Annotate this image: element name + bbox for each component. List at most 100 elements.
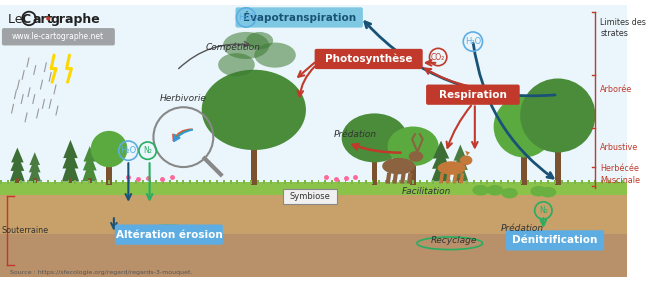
Bar bbox=[243, 180, 245, 184]
Bar bbox=[473, 180, 475, 184]
Ellipse shape bbox=[540, 187, 556, 197]
Bar bbox=[263, 180, 265, 184]
Ellipse shape bbox=[520, 78, 595, 153]
Bar bbox=[372, 180, 374, 184]
Bar bbox=[284, 180, 285, 184]
Bar bbox=[0, 180, 2, 184]
Bar bbox=[567, 180, 569, 184]
Text: H₂O: H₂O bbox=[120, 146, 136, 155]
Text: Source : https://sfecologie.org/regard/regards-3-mouquet.: Source : https://sfecologie.org/regard/r… bbox=[10, 270, 192, 275]
Bar bbox=[88, 178, 92, 184]
Bar bbox=[196, 180, 198, 184]
Bar bbox=[16, 178, 20, 184]
Text: Limites des
strates: Limites des strates bbox=[601, 18, 646, 38]
Bar bbox=[14, 180, 16, 184]
Bar bbox=[203, 180, 205, 184]
Bar bbox=[561, 180, 563, 184]
Bar bbox=[6, 180, 8, 184]
Bar bbox=[0, 5, 627, 188]
Text: Compétition: Compétition bbox=[205, 43, 261, 52]
Text: graphe: graphe bbox=[50, 13, 100, 26]
Bar bbox=[20, 180, 22, 184]
Bar bbox=[406, 180, 408, 184]
Polygon shape bbox=[29, 152, 40, 165]
FancyBboxPatch shape bbox=[315, 49, 422, 69]
FancyBboxPatch shape bbox=[115, 224, 223, 245]
Circle shape bbox=[46, 16, 51, 21]
Polygon shape bbox=[29, 163, 41, 182]
Text: C: C bbox=[21, 13, 31, 26]
Bar bbox=[106, 165, 112, 185]
Bar bbox=[365, 180, 367, 184]
Text: Dénitrification: Dénitrification bbox=[512, 235, 597, 245]
Bar bbox=[521, 153, 527, 185]
Bar bbox=[0, 234, 627, 277]
Bar bbox=[588, 180, 590, 184]
Bar bbox=[439, 180, 441, 184]
Text: Prédation: Prédation bbox=[334, 130, 377, 139]
Polygon shape bbox=[433, 141, 449, 158]
Text: Le: Le bbox=[8, 13, 26, 26]
Bar bbox=[520, 180, 522, 184]
Bar bbox=[621, 180, 623, 184]
Text: www.le-cartographe.net: www.le-cartographe.net bbox=[12, 32, 104, 41]
Bar bbox=[183, 180, 185, 184]
Ellipse shape bbox=[409, 151, 423, 162]
Text: N₂: N₂ bbox=[143, 146, 152, 155]
Bar bbox=[169, 180, 171, 184]
Text: Évapotranspiration: Évapotranspiration bbox=[242, 12, 356, 23]
Bar bbox=[81, 180, 83, 184]
FancyBboxPatch shape bbox=[2, 28, 115, 45]
Bar bbox=[40, 180, 42, 184]
Ellipse shape bbox=[437, 161, 465, 175]
Polygon shape bbox=[62, 148, 79, 169]
Bar bbox=[439, 178, 443, 184]
Bar bbox=[61, 180, 63, 184]
Ellipse shape bbox=[254, 43, 296, 68]
Bar bbox=[540, 180, 542, 184]
FancyBboxPatch shape bbox=[235, 7, 363, 28]
Text: Recyclage: Recyclage bbox=[430, 236, 477, 245]
Bar bbox=[297, 180, 299, 184]
Bar bbox=[250, 180, 252, 184]
Bar bbox=[506, 180, 508, 184]
Polygon shape bbox=[432, 148, 450, 169]
Text: N₂: N₂ bbox=[539, 206, 548, 215]
Bar bbox=[500, 180, 502, 184]
Text: Herbivorie: Herbivorie bbox=[160, 94, 207, 103]
Bar bbox=[317, 180, 319, 184]
Bar bbox=[460, 180, 461, 184]
Bar bbox=[426, 180, 428, 184]
Bar bbox=[176, 180, 177, 184]
Bar bbox=[209, 180, 211, 184]
Bar bbox=[122, 180, 124, 184]
Bar bbox=[229, 180, 231, 184]
Bar bbox=[324, 180, 326, 184]
Bar bbox=[149, 180, 151, 184]
Bar bbox=[74, 180, 76, 184]
Bar bbox=[68, 180, 70, 184]
Polygon shape bbox=[62, 155, 79, 182]
Bar bbox=[547, 180, 549, 184]
Bar bbox=[304, 180, 306, 184]
Bar bbox=[128, 180, 130, 184]
Text: Arbustive: Arbustive bbox=[601, 143, 638, 152]
Bar bbox=[155, 180, 157, 184]
Bar bbox=[257, 180, 259, 184]
Bar bbox=[480, 180, 482, 184]
Bar bbox=[608, 180, 610, 184]
Bar bbox=[27, 180, 29, 184]
Ellipse shape bbox=[202, 70, 306, 150]
Text: Respiration: Respiration bbox=[439, 90, 507, 100]
Polygon shape bbox=[83, 159, 98, 182]
Bar bbox=[311, 180, 313, 184]
Bar bbox=[514, 180, 515, 184]
Bar bbox=[331, 180, 333, 184]
Text: Herbécée: Herbécée bbox=[601, 164, 639, 173]
Bar bbox=[458, 178, 462, 184]
Bar bbox=[108, 180, 110, 184]
Bar bbox=[378, 180, 380, 184]
Text: Symbiose: Symbiose bbox=[289, 191, 330, 201]
Bar bbox=[534, 180, 536, 184]
FancyBboxPatch shape bbox=[283, 189, 337, 204]
